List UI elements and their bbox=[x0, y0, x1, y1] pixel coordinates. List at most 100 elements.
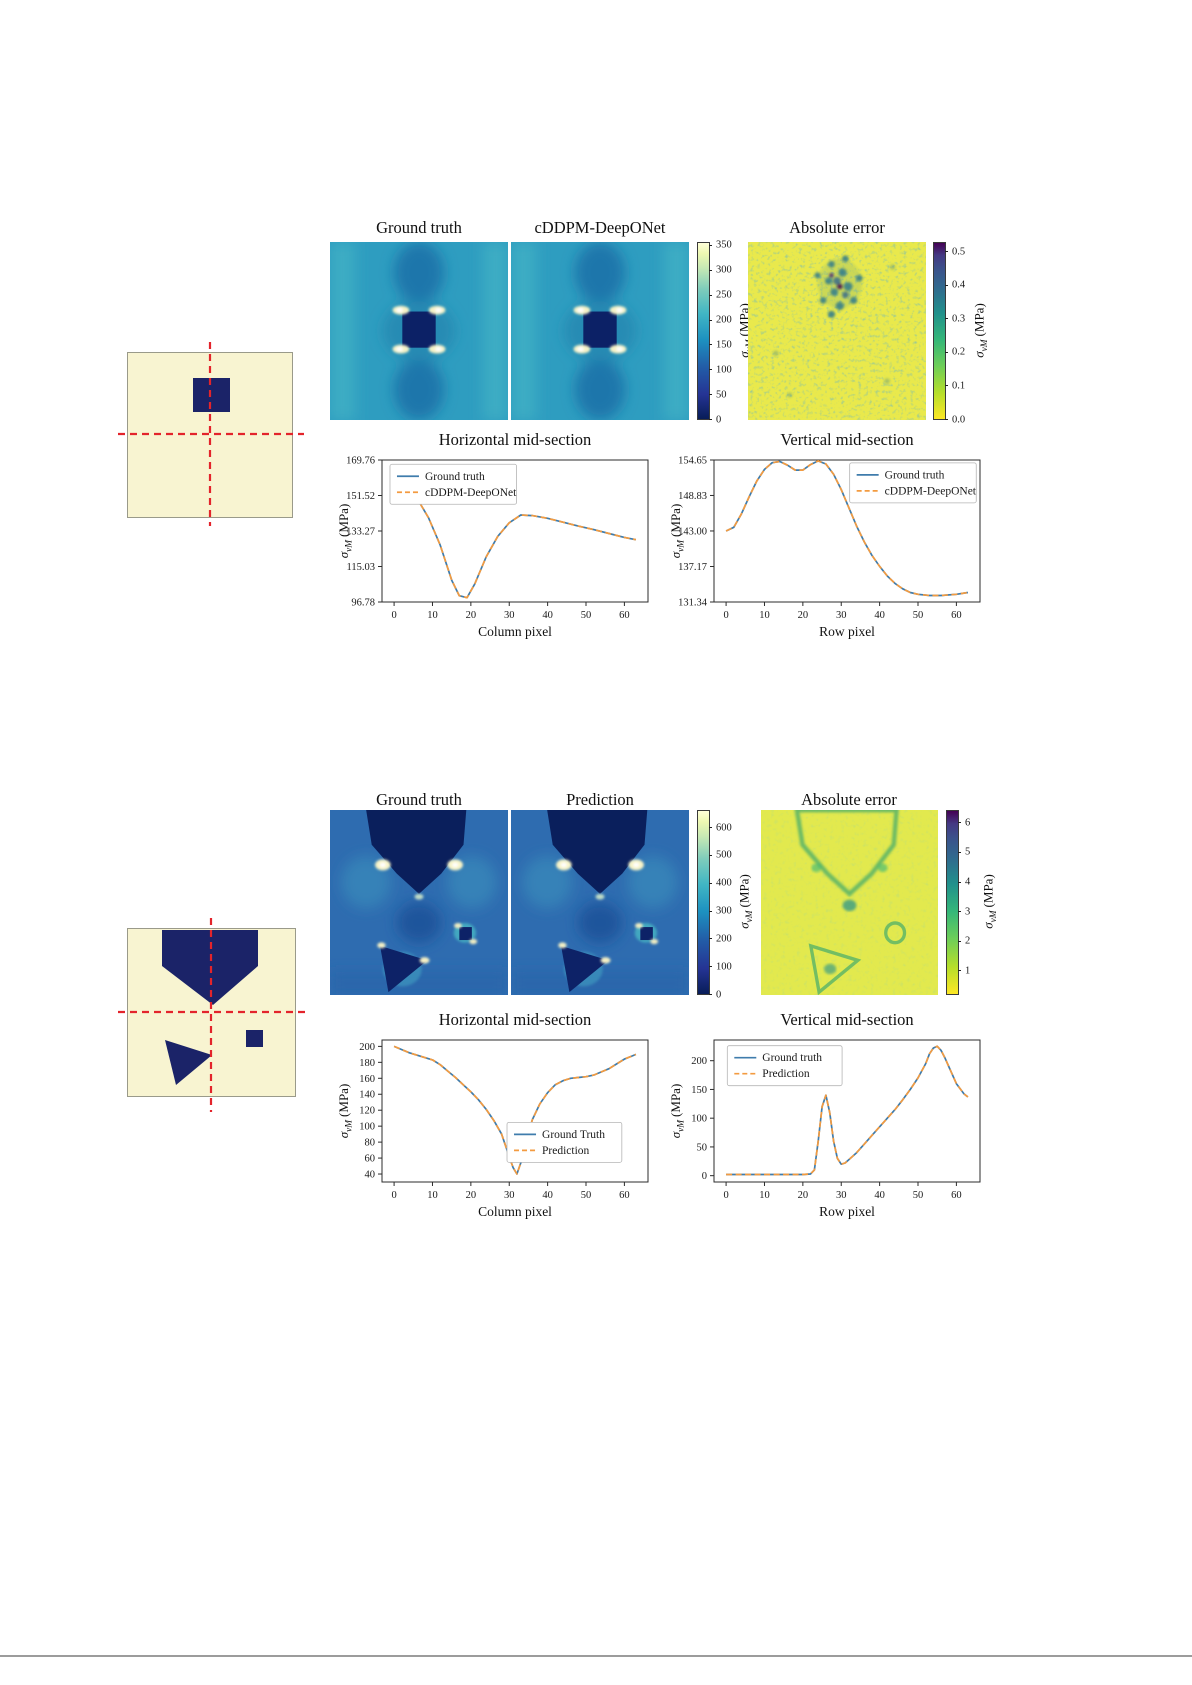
stress-field-rendering bbox=[511, 810, 689, 995]
svg-text:200: 200 bbox=[359, 1042, 375, 1053]
svg-text:50: 50 bbox=[697, 1142, 708, 1153]
fig2-error-colorbar-label: σvM(MPa) bbox=[980, 874, 1000, 929]
svg-text:10: 10 bbox=[427, 1190, 438, 1201]
svg-text:160: 160 bbox=[359, 1074, 375, 1085]
svg-text:20: 20 bbox=[466, 1190, 477, 1201]
fig1-stress-colorbar: 0 50 100 150 200 250 300 350 bbox=[697, 240, 732, 424]
svg-text:60: 60 bbox=[951, 1190, 962, 1201]
svg-text:200: 200 bbox=[691, 1056, 707, 1067]
svg-text:Ground truth: Ground truth bbox=[885, 469, 945, 481]
svg-text:140: 140 bbox=[359, 1090, 375, 1101]
chart-title: Horizontal mid-section bbox=[438, 430, 592, 449]
svg-text:96.78: 96.78 bbox=[351, 598, 375, 609]
fig2-stress-colorbar: 0 100 200 300 400 500 600 bbox=[697, 810, 732, 999]
chart-xlabel: Row pixel bbox=[819, 624, 875, 639]
svg-text:Ground Truth: Ground Truth bbox=[542, 1129, 605, 1141]
svg-text:20: 20 bbox=[466, 610, 477, 621]
svg-text:30: 30 bbox=[836, 610, 847, 621]
fig2-error-title: Absolute error bbox=[801, 790, 897, 809]
fig2-stress-colorbar-ticks: 0 100 200 300 400 500 600 bbox=[709, 810, 755, 999]
svg-text:50: 50 bbox=[913, 610, 924, 621]
svg-text:148.83: 148.83 bbox=[678, 491, 707, 502]
svg-text:60: 60 bbox=[951, 610, 962, 621]
svg-text:Prediction: Prediction bbox=[542, 1145, 590, 1157]
svg-text:0: 0 bbox=[391, 1190, 396, 1201]
svg-text:40: 40 bbox=[365, 1170, 376, 1181]
fig1-error-colorbar: 0.0 0.1 0.2 0.3 0.4 0.5 bbox=[933, 242, 965, 424]
error-center-cluster bbox=[773, 255, 896, 398]
svg-text:60: 60 bbox=[619, 610, 630, 621]
line-plot: 0 50 100 150 200 0 10 20 30 40 50 60 Ground truth Pre… bbox=[691, 1039, 981, 1201]
svg-text:151.52: 151.52 bbox=[346, 491, 375, 502]
svg-text:150: 150 bbox=[691, 1085, 707, 1096]
fig2-ground-truth-heatmap bbox=[330, 810, 508, 995]
svg-text:10: 10 bbox=[759, 1190, 770, 1201]
svg-text:60: 60 bbox=[365, 1154, 376, 1165]
fig2-stress-colorbar-label: σvM(MPa) bbox=[736, 874, 756, 929]
svg-text:115.03: 115.03 bbox=[347, 562, 376, 573]
svg-text:10: 10 bbox=[759, 610, 770, 621]
fig2-prediction-heatmap bbox=[511, 810, 689, 995]
svg-text:20: 20 bbox=[798, 1190, 809, 1201]
fig1-prediction-title: cDDPM-DeepONet bbox=[534, 218, 666, 237]
svg-text:Ground truth: Ground truth bbox=[762, 1052, 822, 1064]
chart-xlabel: Row pixel bbox=[819, 1204, 875, 1219]
svg-text:0: 0 bbox=[391, 610, 396, 621]
fig1-vertical-midsection-chart: Vertical mid-section σvM(MPa) 131.34 137.… bbox=[664, 430, 986, 648]
svg-text:Prediction: Prediction bbox=[762, 1068, 810, 1080]
svg-text:0: 0 bbox=[723, 610, 728, 621]
svg-text:143.00: 143.00 bbox=[678, 526, 707, 537]
geometry-inclusion-small-square bbox=[246, 1030, 263, 1047]
fig1-horizontal-midsection-chart: Horizontal mid-section σvM(MPa) 96.78 115… bbox=[332, 430, 654, 648]
fig2-vertical-midsection-chart: Vertical mid-section σvM(MPa) 0 50 100 150 2… bbox=[664, 1010, 986, 1228]
chart-title: Vertical mid-section bbox=[780, 430, 914, 449]
fig2-error-heatmap bbox=[761, 810, 938, 995]
fig2-horizontal-midsection-chart: Horizontal mid-section σvM(MPa) 40 60 80 10… bbox=[332, 1010, 654, 1228]
svg-text:50: 50 bbox=[581, 1190, 592, 1201]
geometry-inclusion-triangle bbox=[165, 1040, 212, 1085]
line-plot: 96.78 115.03 133.27 151.52 169.76 0 10 20 30 40 50… bbox=[346, 456, 649, 621]
stress-field-rendering bbox=[330, 810, 508, 995]
svg-text:50: 50 bbox=[581, 610, 592, 621]
fig2-geometry-thumbnail bbox=[118, 918, 308, 1112]
svg-text:30: 30 bbox=[504, 610, 515, 621]
line-plot: 131.34 137.17 143.00 148.83 154.65 0 10 20 30 40 5… bbox=[678, 456, 981, 621]
svg-text:50: 50 bbox=[913, 1190, 924, 1201]
svg-text:120: 120 bbox=[359, 1106, 375, 1117]
line-plot: 40 60 80 100 120 140 160 180 200 0 10 20 30 40 50 60 Gro… bbox=[359, 1039, 649, 1201]
chart-xlabel: Column pixel bbox=[478, 1204, 552, 1219]
fig1-error-colorbar-ticks: 0.0 0.1 0.2 0.3 0.4 0.5 bbox=[945, 242, 991, 424]
svg-text:40: 40 bbox=[874, 610, 885, 621]
svg-text:180: 180 bbox=[359, 1058, 375, 1069]
svg-text:Ground truth: Ground truth bbox=[425, 471, 485, 483]
chart-title: Vertical mid-section bbox=[780, 1010, 914, 1029]
fig2-ground-truth-title: Ground truth bbox=[376, 790, 462, 809]
svg-text:100: 100 bbox=[359, 1122, 375, 1133]
page-bottom-rule bbox=[0, 1655, 1192, 1657]
fig1-error-heatmap bbox=[748, 242, 926, 420]
svg-text:30: 30 bbox=[836, 1190, 847, 1201]
svg-text:60: 60 bbox=[619, 1190, 630, 1201]
fig2-prediction-title: Prediction bbox=[566, 790, 634, 809]
svg-text:137.17: 137.17 bbox=[678, 562, 707, 573]
svg-text:30: 30 bbox=[504, 1190, 515, 1201]
error-feature-outlines bbox=[794, 810, 907, 995]
chart-title: Horizontal mid-section bbox=[438, 1010, 592, 1029]
svg-text:10: 10 bbox=[427, 610, 438, 621]
chart-xlabel: Column pixel bbox=[478, 624, 552, 639]
geometry-inclusion-square bbox=[193, 378, 230, 412]
svg-text:40: 40 bbox=[542, 610, 553, 621]
svg-text:20: 20 bbox=[798, 610, 809, 621]
svg-text:80: 80 bbox=[365, 1138, 376, 1149]
svg-text:133.27: 133.27 bbox=[346, 527, 375, 538]
svg-text:cDDPM-DeepONet: cDDPM-DeepONet bbox=[425, 487, 517, 499]
svg-text:131.34: 131.34 bbox=[678, 598, 708, 609]
fig1-stress-colorbar-ticks: 0 50 100 150 200 250 300 350 bbox=[709, 240, 755, 424]
svg-text:0: 0 bbox=[702, 1171, 707, 1182]
svg-text:154.65: 154.65 bbox=[678, 456, 707, 467]
svg-text:cDDPM-DeepONet: cDDPM-DeepONet bbox=[885, 485, 977, 497]
